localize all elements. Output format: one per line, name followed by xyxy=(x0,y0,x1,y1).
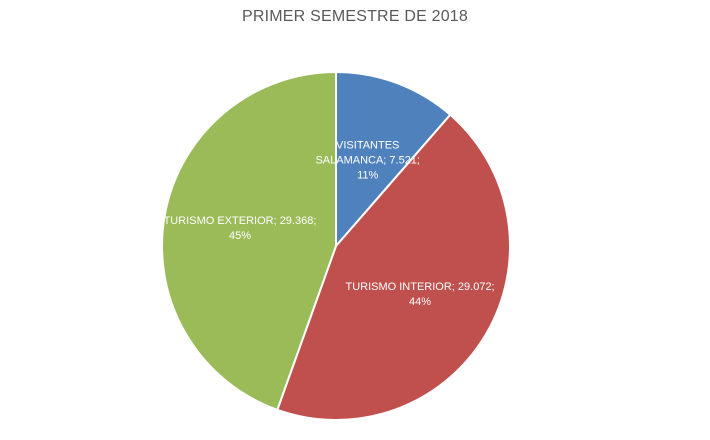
slice-label-line: SALAMANCA; 7.521; xyxy=(315,154,420,167)
chart-title: PRIMER SEMESTRE DE 2018 xyxy=(242,8,468,25)
slice-label-line: TURISMO EXTERIOR; 29.368; xyxy=(163,215,317,228)
slice-label-line: VISITANTES xyxy=(336,139,400,152)
pie-slice-turismo-interior xyxy=(276,113,511,421)
slice-label-line: 45% xyxy=(228,230,251,243)
slice-label-line: TURISMO INTERIOR; 29.072; xyxy=(345,281,495,294)
slice-label-turismo-interior: TURISMO INTERIOR; 29.072; 44% xyxy=(345,280,494,310)
slice-label-visitantes-salamanca: VISITANTES SALAMANCA; 7.521; 11% xyxy=(315,139,420,184)
slice-label-line: 11% xyxy=(357,169,379,182)
pie-slice-turismo-exterior xyxy=(161,70,337,412)
slice-label-line: 44% xyxy=(409,296,432,309)
pie-slice-visitantes-salamanca xyxy=(335,70,452,249)
slice-label-turismo-exterior: TURISMO EXTERIOR; 29.368; 45% xyxy=(164,214,317,244)
